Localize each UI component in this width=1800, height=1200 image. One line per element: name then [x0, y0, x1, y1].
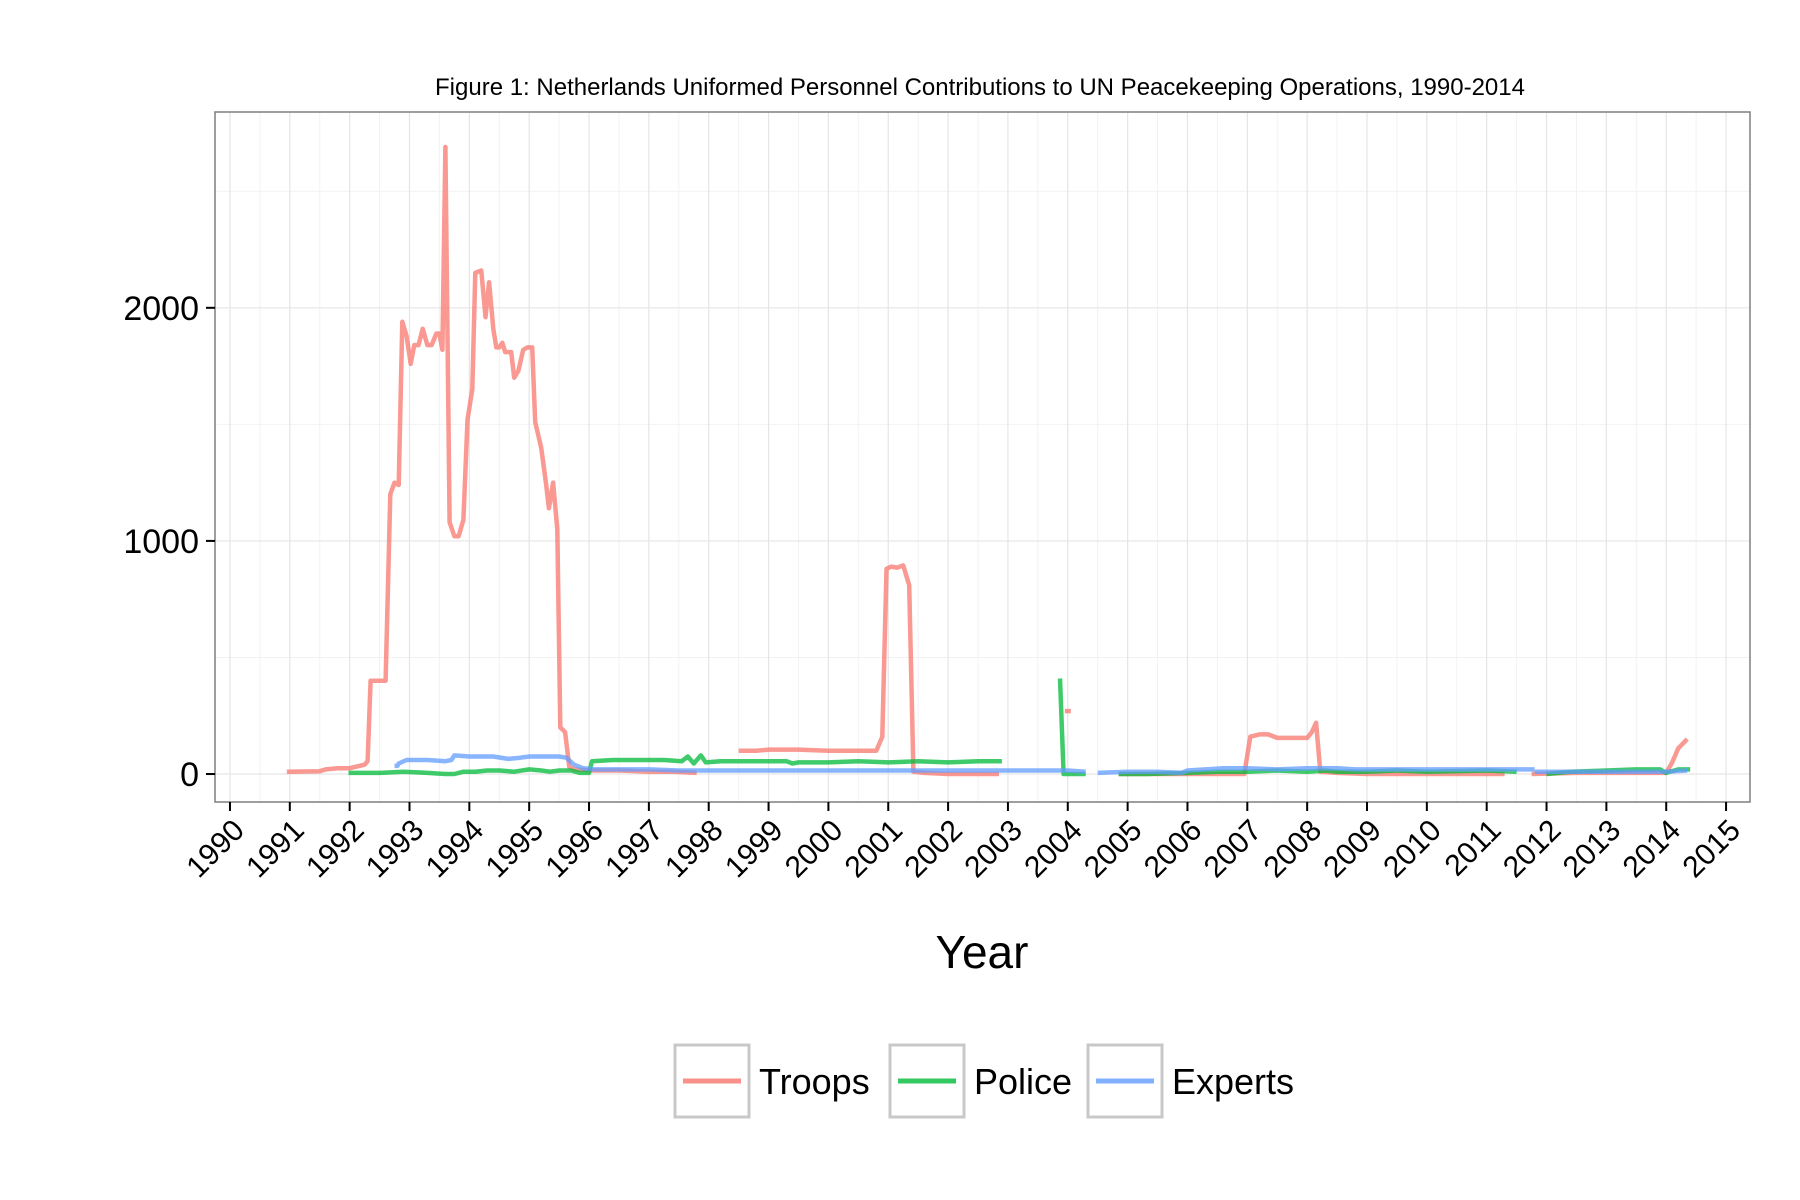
plot-border — [214, 111, 1751, 803]
x-tick-label: 1998 — [659, 814, 730, 885]
major-gridlines — [215, 112, 1750, 802]
legend-label-experts: Experts — [1172, 1061, 1294, 1102]
series-line-troops — [286, 144, 697, 776]
x-tick-label: 1992 — [300, 814, 371, 885]
x-tick-label: 2002 — [899, 814, 970, 885]
x-tick-label: 1990 — [180, 814, 251, 885]
series-line-troops — [1118, 720, 1505, 777]
minor-gridlines — [215, 112, 1750, 802]
legend-label-troops: Troops — [759, 1061, 870, 1102]
x-tick-label: 1996 — [539, 814, 610, 885]
x-tick-label: 1997 — [599, 814, 670, 885]
x-tick-label: 2003 — [958, 814, 1029, 885]
series-line-experts — [1534, 768, 1688, 774]
x-tick-label: 2013 — [1557, 814, 1628, 885]
x-tick-label: 1995 — [480, 814, 551, 885]
x-tick-label: 2010 — [1377, 814, 1448, 885]
y-tick-label: 1000 — [123, 523, 199, 561]
legend: Troops Police Experts — [673, 1043, 1294, 1119]
x-tick-label: 2004 — [1018, 814, 1089, 885]
chart-title: Figure 1: Netherlands Uniformed Personne… — [435, 74, 1525, 101]
legend-item-police: Police — [888, 1043, 1072, 1119]
legend-item-experts: Experts — [1086, 1043, 1294, 1119]
series-experts — [394, 753, 1688, 776]
x-tick-label: 2015 — [1676, 814, 1747, 885]
series-line-experts — [394, 753, 1086, 774]
x-tick-label: 2012 — [1497, 814, 1568, 885]
series-line-troops — [738, 563, 999, 777]
series-lines — [286, 144, 1691, 777]
x-tick-label: 1994 — [420, 814, 491, 885]
x-tick-label: 2007 — [1198, 814, 1269, 885]
x-tick-label: 2006 — [1138, 814, 1209, 885]
x-tick-label: 2001 — [839, 814, 910, 885]
series-line-police — [1057, 678, 1086, 777]
legend-label-police: Police — [974, 1061, 1072, 1102]
x-tick-label: 2009 — [1317, 814, 1388, 885]
y-tick-label: 2000 — [123, 290, 199, 328]
x-tick-label: 2008 — [1258, 814, 1329, 885]
x-axis-title: Year — [936, 926, 1029, 978]
x-tick-label: 1993 — [360, 814, 431, 885]
x-tick-label: 2000 — [779, 814, 850, 885]
y-tick-label: 0 — [180, 756, 199, 794]
x-tick-label: 1999 — [719, 814, 790, 885]
x-axis: 1990199119921993199419951996199719981999… — [180, 802, 1747, 884]
x-tick-label: 2011 — [1439, 814, 1508, 883]
y-axis: 0 1000 2000 — [123, 290, 215, 794]
x-tick-label: 2005 — [1078, 814, 1149, 885]
series-line-police — [348, 753, 1002, 777]
plot-background — [215, 112, 1750, 802]
x-tick-label: 1991 — [240, 814, 311, 885]
x-tick-label: 2014 — [1617, 814, 1688, 885]
legend-item-troops: Troops — [673, 1043, 870, 1119]
series-line-experts — [1097, 765, 1535, 776]
